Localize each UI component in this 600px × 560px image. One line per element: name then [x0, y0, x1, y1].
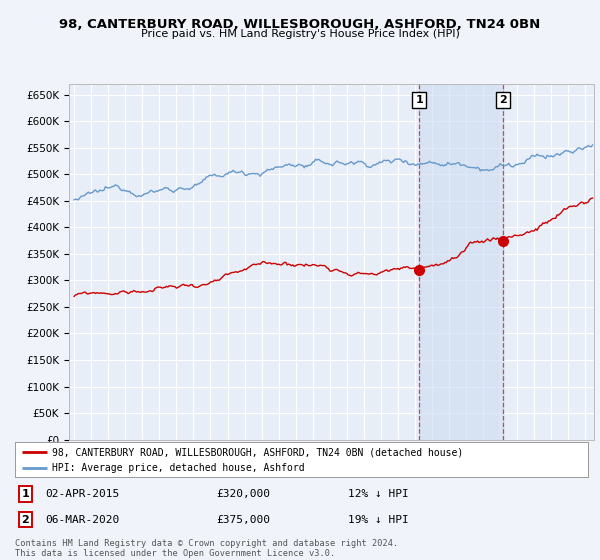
Text: 02-APR-2015: 02-APR-2015: [45, 489, 119, 499]
Bar: [419, 84, 503, 440]
Text: Price paid vs. HM Land Registry's House Price Index (HPI): Price paid vs. HM Land Registry's House …: [140, 29, 460, 39]
Text: 2: 2: [499, 95, 507, 105]
Text: £320,000: £320,000: [216, 489, 270, 499]
Text: 98, CANTERBURY ROAD, WILLESBOROUGH, ASHFORD, TN24 0BN: 98, CANTERBURY ROAD, WILLESBOROUGH, ASHF…: [59, 18, 541, 31]
Text: 12% ↓ HPI: 12% ↓ HPI: [348, 489, 409, 499]
Text: 1: 1: [415, 95, 423, 105]
Text: 1: 1: [22, 489, 29, 499]
Text: £375,000: £375,000: [216, 515, 270, 525]
Text: 06-MAR-2020: 06-MAR-2020: [45, 515, 119, 525]
Text: HPI: Average price, detached house, Ashford: HPI: Average price, detached house, Ashf…: [52, 464, 305, 473]
Text: 98, CANTERBURY ROAD, WILLESBOROUGH, ASHFORD, TN24 0BN (detached house): 98, CANTERBURY ROAD, WILLESBOROUGH, ASHF…: [52, 447, 463, 457]
Text: 2: 2: [22, 515, 29, 525]
Text: 19% ↓ HPI: 19% ↓ HPI: [348, 515, 409, 525]
Text: Contains HM Land Registry data © Crown copyright and database right 2024.
This d: Contains HM Land Registry data © Crown c…: [15, 539, 398, 558]
